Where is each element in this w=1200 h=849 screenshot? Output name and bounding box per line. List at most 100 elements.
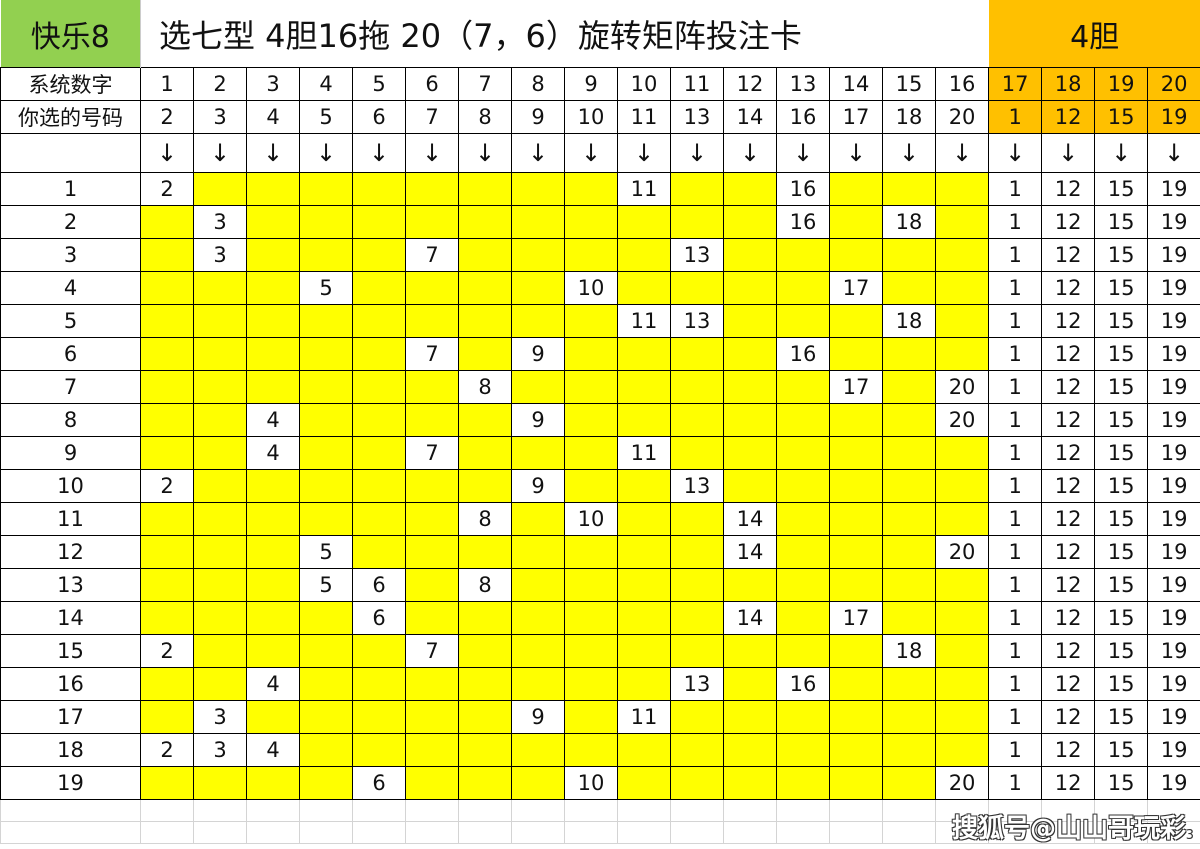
empty-cell (352, 172, 406, 206)
dan-number: 12 (1041, 469, 1096, 503)
dan-number: 1 (988, 172, 1043, 206)
empty-cell (246, 271, 300, 305)
row-number: 9 (0, 436, 141, 470)
empty-cell (829, 205, 883, 239)
empty-cell (670, 535, 724, 569)
dan-number: 15 (1094, 766, 1149, 800)
table-row: 10 2 9 13 1 12 15 19 (0, 469, 1200, 503)
empty-cell (193, 469, 247, 503)
empty-cell (776, 766, 830, 800)
blank-cell (246, 799, 300, 822)
tuo-number: 4 (246, 733, 300, 767)
empty-cell (829, 403, 883, 437)
dan-number: 1 (988, 535, 1043, 569)
dan-number: 19 (1147, 733, 1200, 767)
empty-cell (882, 436, 936, 470)
arrow-down-icon: ↓ (405, 133, 459, 173)
empty-cell (723, 469, 777, 503)
empty-cell (723, 403, 777, 437)
empty-cell (246, 238, 300, 272)
blank-row (0, 821, 1200, 844)
empty-cell (934, 634, 990, 668)
blank-cell (934, 821, 990, 844)
dan-number: 1 (988, 766, 1043, 800)
chosen-number-row: 你选的号码 2 3 4 5 6 7 8 9 10 11 13 14 16 17 18 20 1 12 15 19 (0, 100, 1200, 134)
empty-cell (458, 634, 512, 668)
blank-cell (405, 821, 459, 844)
table-row: 12 5 14 20 1 12 15 19 (0, 535, 1200, 569)
empty-cell (617, 238, 671, 272)
row-number: 6 (0, 337, 141, 371)
row-number: 16 (0, 667, 141, 701)
empty-cell (723, 634, 777, 668)
empty-cell (776, 370, 830, 404)
tuo-number: 3 (193, 205, 247, 239)
dan-number: 19 (1147, 304, 1200, 338)
tuo-number: 7 (405, 634, 459, 668)
tuo-number: 16 (776, 172, 830, 206)
empty-cell (829, 502, 883, 536)
dan-number: 15 (1094, 205, 1149, 239)
empty-cell (405, 172, 459, 206)
row-number: 5 (0, 304, 141, 338)
empty-cell (882, 700, 936, 734)
dan-number: 1 (988, 469, 1043, 503)
tuo-number: 11 (617, 700, 671, 734)
empty-cell (617, 568, 671, 602)
empty-cell (299, 700, 353, 734)
empty-cell (670, 403, 724, 437)
tuo-number: 6 (352, 766, 406, 800)
row-number: 7 (0, 370, 141, 404)
empty-cell (723, 271, 777, 305)
tuo-number: 8 (458, 568, 512, 602)
tuo-number: 5 (299, 271, 353, 305)
dan-number: 1 (988, 304, 1043, 338)
empty-cell (193, 436, 247, 470)
dan-number: 1 (988, 205, 1043, 239)
empty-cell (193, 403, 247, 437)
empty-cell (405, 700, 459, 734)
dan-number: 19 (1147, 403, 1200, 437)
dan-number: 12 (1041, 733, 1096, 767)
table-row: 11 8 10 14 1 12 15 19 (0, 502, 1200, 536)
empty-cell (458, 172, 512, 206)
empty-cell (405, 667, 459, 701)
empty-cell (140, 535, 194, 569)
blank-cell (246, 821, 300, 844)
empty-cell (193, 634, 247, 668)
empty-cell (299, 634, 353, 668)
empty-cell (776, 700, 830, 734)
dan-number: 19 (1147, 700, 1200, 734)
tuo-number: 9 (511, 337, 565, 371)
row-label: 系统数字 (0, 67, 141, 101)
blank-cell (352, 799, 406, 822)
dan-number: 19 (1147, 601, 1200, 635)
empty-cell (299, 337, 353, 371)
empty-cell (617, 337, 671, 371)
empty-cell (405, 304, 459, 338)
blank-cell (829, 821, 883, 844)
chosen-number: 16 (776, 100, 830, 134)
blank-cell (299, 821, 353, 844)
empty-cell (246, 502, 300, 536)
empty-cell (723, 700, 777, 734)
tuo-number: 17 (829, 271, 883, 305)
chosen-number: 3 (193, 100, 247, 134)
empty-cell (511, 634, 565, 668)
empty-cell (670, 502, 724, 536)
empty-cell (140, 304, 194, 338)
blank-cell (829, 799, 883, 822)
empty-cell (934, 436, 990, 470)
blank-cell (0, 799, 141, 822)
tuo-number: 16 (776, 667, 830, 701)
empty-cell (458, 271, 512, 305)
empty-cell (723, 337, 777, 371)
empty-cell (458, 667, 512, 701)
blank-cell (458, 799, 512, 822)
blank-cell (882, 799, 936, 822)
empty-cell (829, 337, 883, 371)
arrow-down-icon: ↓ (352, 133, 406, 173)
tuo-number: 8 (458, 502, 512, 536)
dan-number: 12 (1041, 403, 1096, 437)
